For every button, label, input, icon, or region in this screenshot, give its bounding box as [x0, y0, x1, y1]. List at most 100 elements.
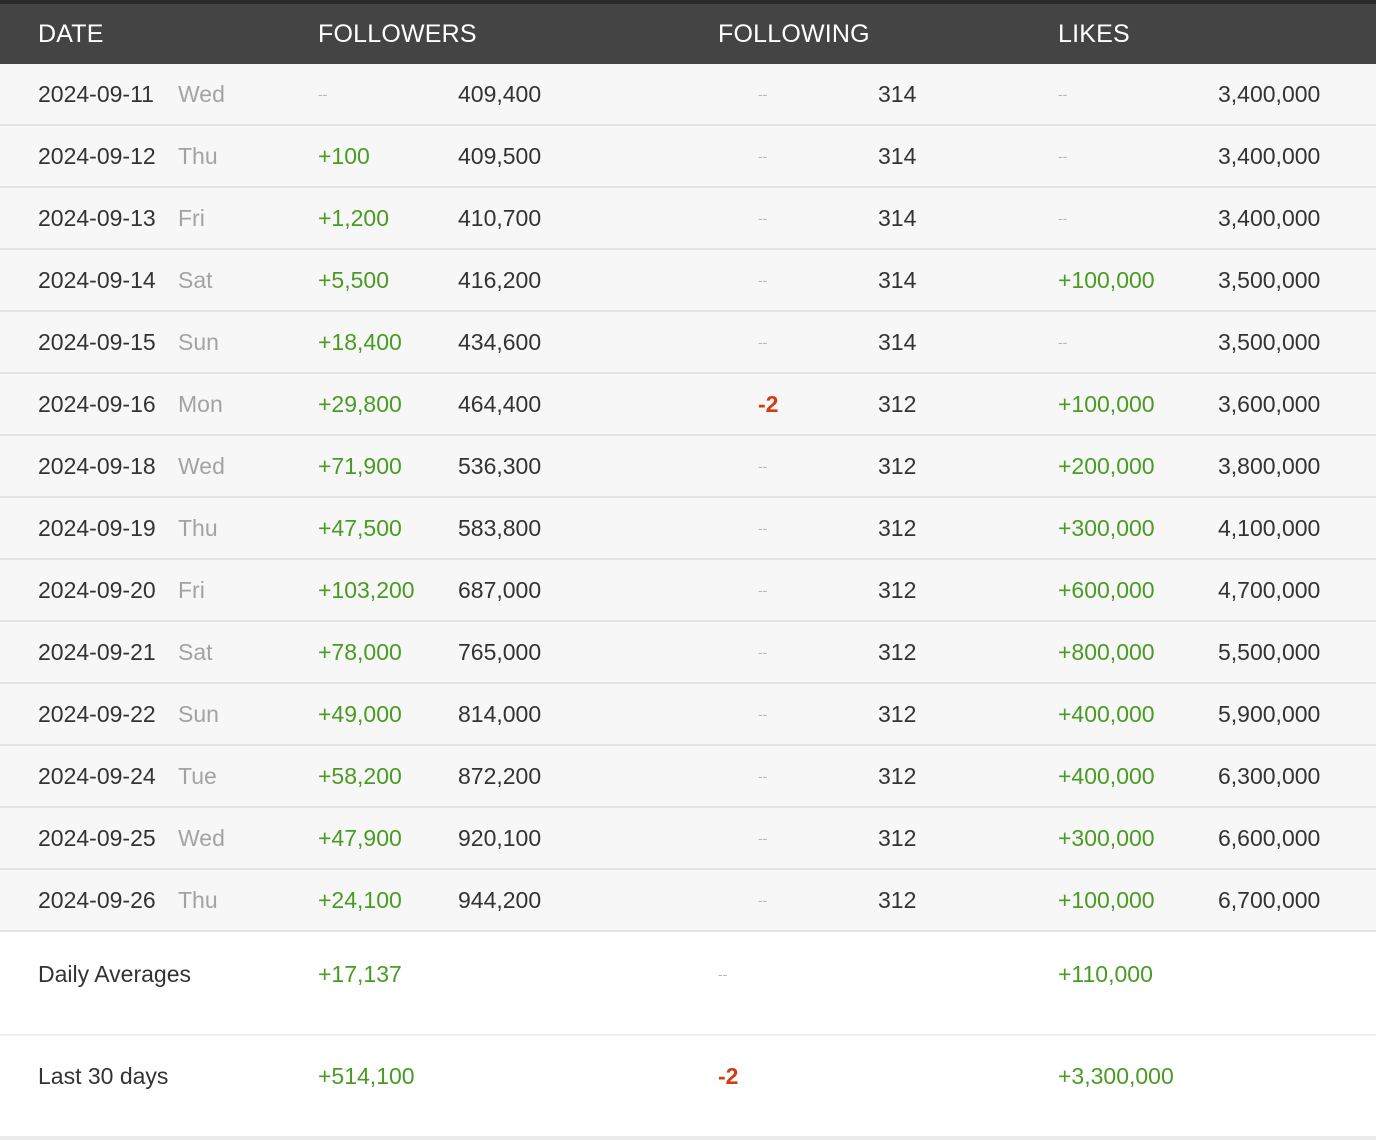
summary-likes-value: +110,000: [1058, 961, 1153, 987]
likes-change-cell: +300,000: [1058, 825, 1155, 851]
header-following: FOLLOWING: [718, 20, 870, 48]
date-cell: 2024-09-14: [38, 267, 156, 293]
following-total-cell: 312: [878, 701, 917, 727]
likes-total-cell: 6,300,000: [1218, 763, 1321, 789]
likes-total-cell: 5,900,000: [1218, 701, 1321, 727]
table-row: 2024-09-12 Thu +100 409,500 -- 314 -- 3,400,000: [0, 126, 1376, 188]
weekday-cell: Thu: [178, 887, 218, 913]
likes-change-cell: +400,000: [1058, 701, 1155, 727]
table-row: 2024-09-19 Thu +47,500 583,800 -- 312 +300,000…: [0, 498, 1376, 560]
weekday-cell: Sat: [178, 267, 213, 293]
following-change-cell: --: [758, 86, 768, 102]
header-date: DATE: [38, 20, 104, 48]
following-change-cell: --: [758, 706, 768, 722]
followers-total-cell: 920,100: [458, 825, 542, 851]
followers-total-cell: 409,400: [458, 81, 542, 107]
top-edge: [0, 0, 1376, 4]
following-change-cell: --: [758, 582, 768, 598]
followers-change-cell: +58,200: [318, 763, 402, 789]
weekday-cell: Fri: [178, 205, 205, 231]
likes-total-cell: 3,800,000: [1218, 453, 1321, 479]
table-row: 2024-09-25 Wed +47,900 920,100 -- 312 +300,000…: [0, 808, 1376, 870]
summary-label: Last 30 days: [38, 1063, 169, 1089]
likes-change-cell: +200,000: [1058, 453, 1155, 479]
date-cell: 2024-09-11: [38, 81, 154, 107]
following-total-cell: 312: [878, 453, 917, 479]
following-total-cell: 312: [878, 639, 917, 665]
weekday-cell: Thu: [178, 143, 218, 169]
likes-total-cell: 4,100,000: [1218, 515, 1321, 541]
date-cell: 2024-09-22: [38, 701, 156, 727]
followers-change-cell: +47,900: [318, 825, 402, 851]
date-cell: 2024-09-13: [38, 205, 156, 231]
weekday-cell: Wed: [178, 825, 225, 851]
likes-change-cell: --: [1058, 210, 1068, 226]
likes-change-cell: --: [1058, 86, 1068, 102]
following-total-cell: 314: [878, 329, 917, 355]
likes-total-cell: 5,500,000: [1218, 639, 1321, 665]
weekday-cell: Sun: [178, 701, 219, 727]
weekday-cell: Fri: [178, 577, 205, 603]
likes-change-cell: +300,000: [1058, 515, 1155, 541]
followers-change-cell: --: [318, 86, 328, 102]
summary-followers-value: +17,137: [318, 961, 402, 987]
likes-total-cell: 3,400,000: [1218, 143, 1321, 169]
followers-change-cell: +78,000: [318, 639, 402, 665]
table-row: 2024-09-21 Sat +78,000 765,000 -- 312 +800,000…: [0, 622, 1376, 684]
followers-total-cell: 409,500: [458, 143, 542, 169]
table-row: 2024-09-18 Wed +71,900 536,300 -- 312 +200,000…: [0, 436, 1376, 498]
table-row: 2024-09-22 Sun +49,000 814,000 -- 312 +400,000…: [0, 684, 1376, 746]
weekday-cell: Sun: [178, 329, 219, 355]
likes-total-cell: 4,700,000: [1218, 577, 1321, 603]
weekday-cell: Tue: [178, 763, 217, 789]
following-change-cell: --: [758, 520, 768, 536]
summary-likes-value: +3,300,000: [1058, 1063, 1174, 1089]
followers-change-cell: +29,800: [318, 391, 402, 417]
followers-change-cell: +18,400: [318, 329, 402, 355]
following-total-cell: 312: [878, 577, 917, 603]
date-cell: 2024-09-15: [38, 329, 156, 355]
weekday-cell: Wed: [178, 453, 225, 479]
table-header: DATE FOLLOWERS FOLLOWING LIKES: [0, 4, 1376, 64]
weekday-cell: Mon: [178, 391, 223, 417]
summary-following-value: --: [718, 966, 728, 982]
followers-change-cell: +71,900: [318, 453, 402, 479]
followers-change-cell: +103,200: [318, 577, 415, 603]
following-total-cell: 314: [878, 205, 917, 231]
summary-divider: [0, 930, 1376, 932]
summary-row-daily-averages: Daily Averages +17,137 -- +110,000: [0, 932, 1376, 1036]
likes-total-cell: 3,600,000: [1218, 391, 1321, 417]
likes-total-cell: 3,500,000: [1218, 329, 1321, 355]
following-change-cell: --: [758, 892, 768, 908]
likes-change-cell: +100,000: [1058, 267, 1155, 293]
likes-total-cell: 3,500,000: [1218, 267, 1321, 293]
following-total-cell: 312: [878, 763, 917, 789]
following-change-cell: --: [758, 148, 768, 164]
followers-total-cell: 583,800: [458, 515, 542, 541]
followers-change-cell: +47,500: [318, 515, 402, 541]
followers-change-cell: +100: [318, 143, 370, 169]
table-body: 2024-09-11 Wed -- 409,400 -- 314 -- 3,400,000 20…: [0, 64, 1376, 932]
date-cell: 2024-09-19: [38, 515, 156, 541]
followers-total-cell: 434,600: [458, 329, 542, 355]
table-row: 2024-09-26 Thu +24,100 944,200 -- 312 +100,000…: [0, 870, 1376, 932]
date-cell: 2024-09-25: [38, 825, 156, 851]
followers-total-cell: 765,000: [458, 639, 542, 665]
following-change-cell: --: [758, 768, 768, 784]
table-row: 2024-09-11 Wed -- 409,400 -- 314 -- 3,400,000: [0, 64, 1376, 126]
followers-change-cell: +49,000: [318, 701, 402, 727]
date-cell: 2024-09-18: [38, 453, 156, 479]
date-cell: 2024-09-20: [38, 577, 156, 603]
following-total-cell: 312: [878, 825, 917, 851]
following-total-cell: 312: [878, 887, 917, 913]
following-change-cell: --: [758, 644, 768, 660]
following-change-cell: --: [758, 458, 768, 474]
likes-change-cell: +400,000: [1058, 763, 1155, 789]
header-likes: LIKES: [1058, 20, 1130, 48]
likes-total-cell: 6,700,000: [1218, 887, 1321, 913]
followers-change-cell: +24,100: [318, 887, 402, 913]
followers-total-cell: 872,200: [458, 763, 542, 789]
likes-total-cell: 3,400,000: [1218, 205, 1321, 231]
followers-total-cell: 416,200: [458, 267, 542, 293]
likes-change-cell: --: [1058, 148, 1068, 164]
